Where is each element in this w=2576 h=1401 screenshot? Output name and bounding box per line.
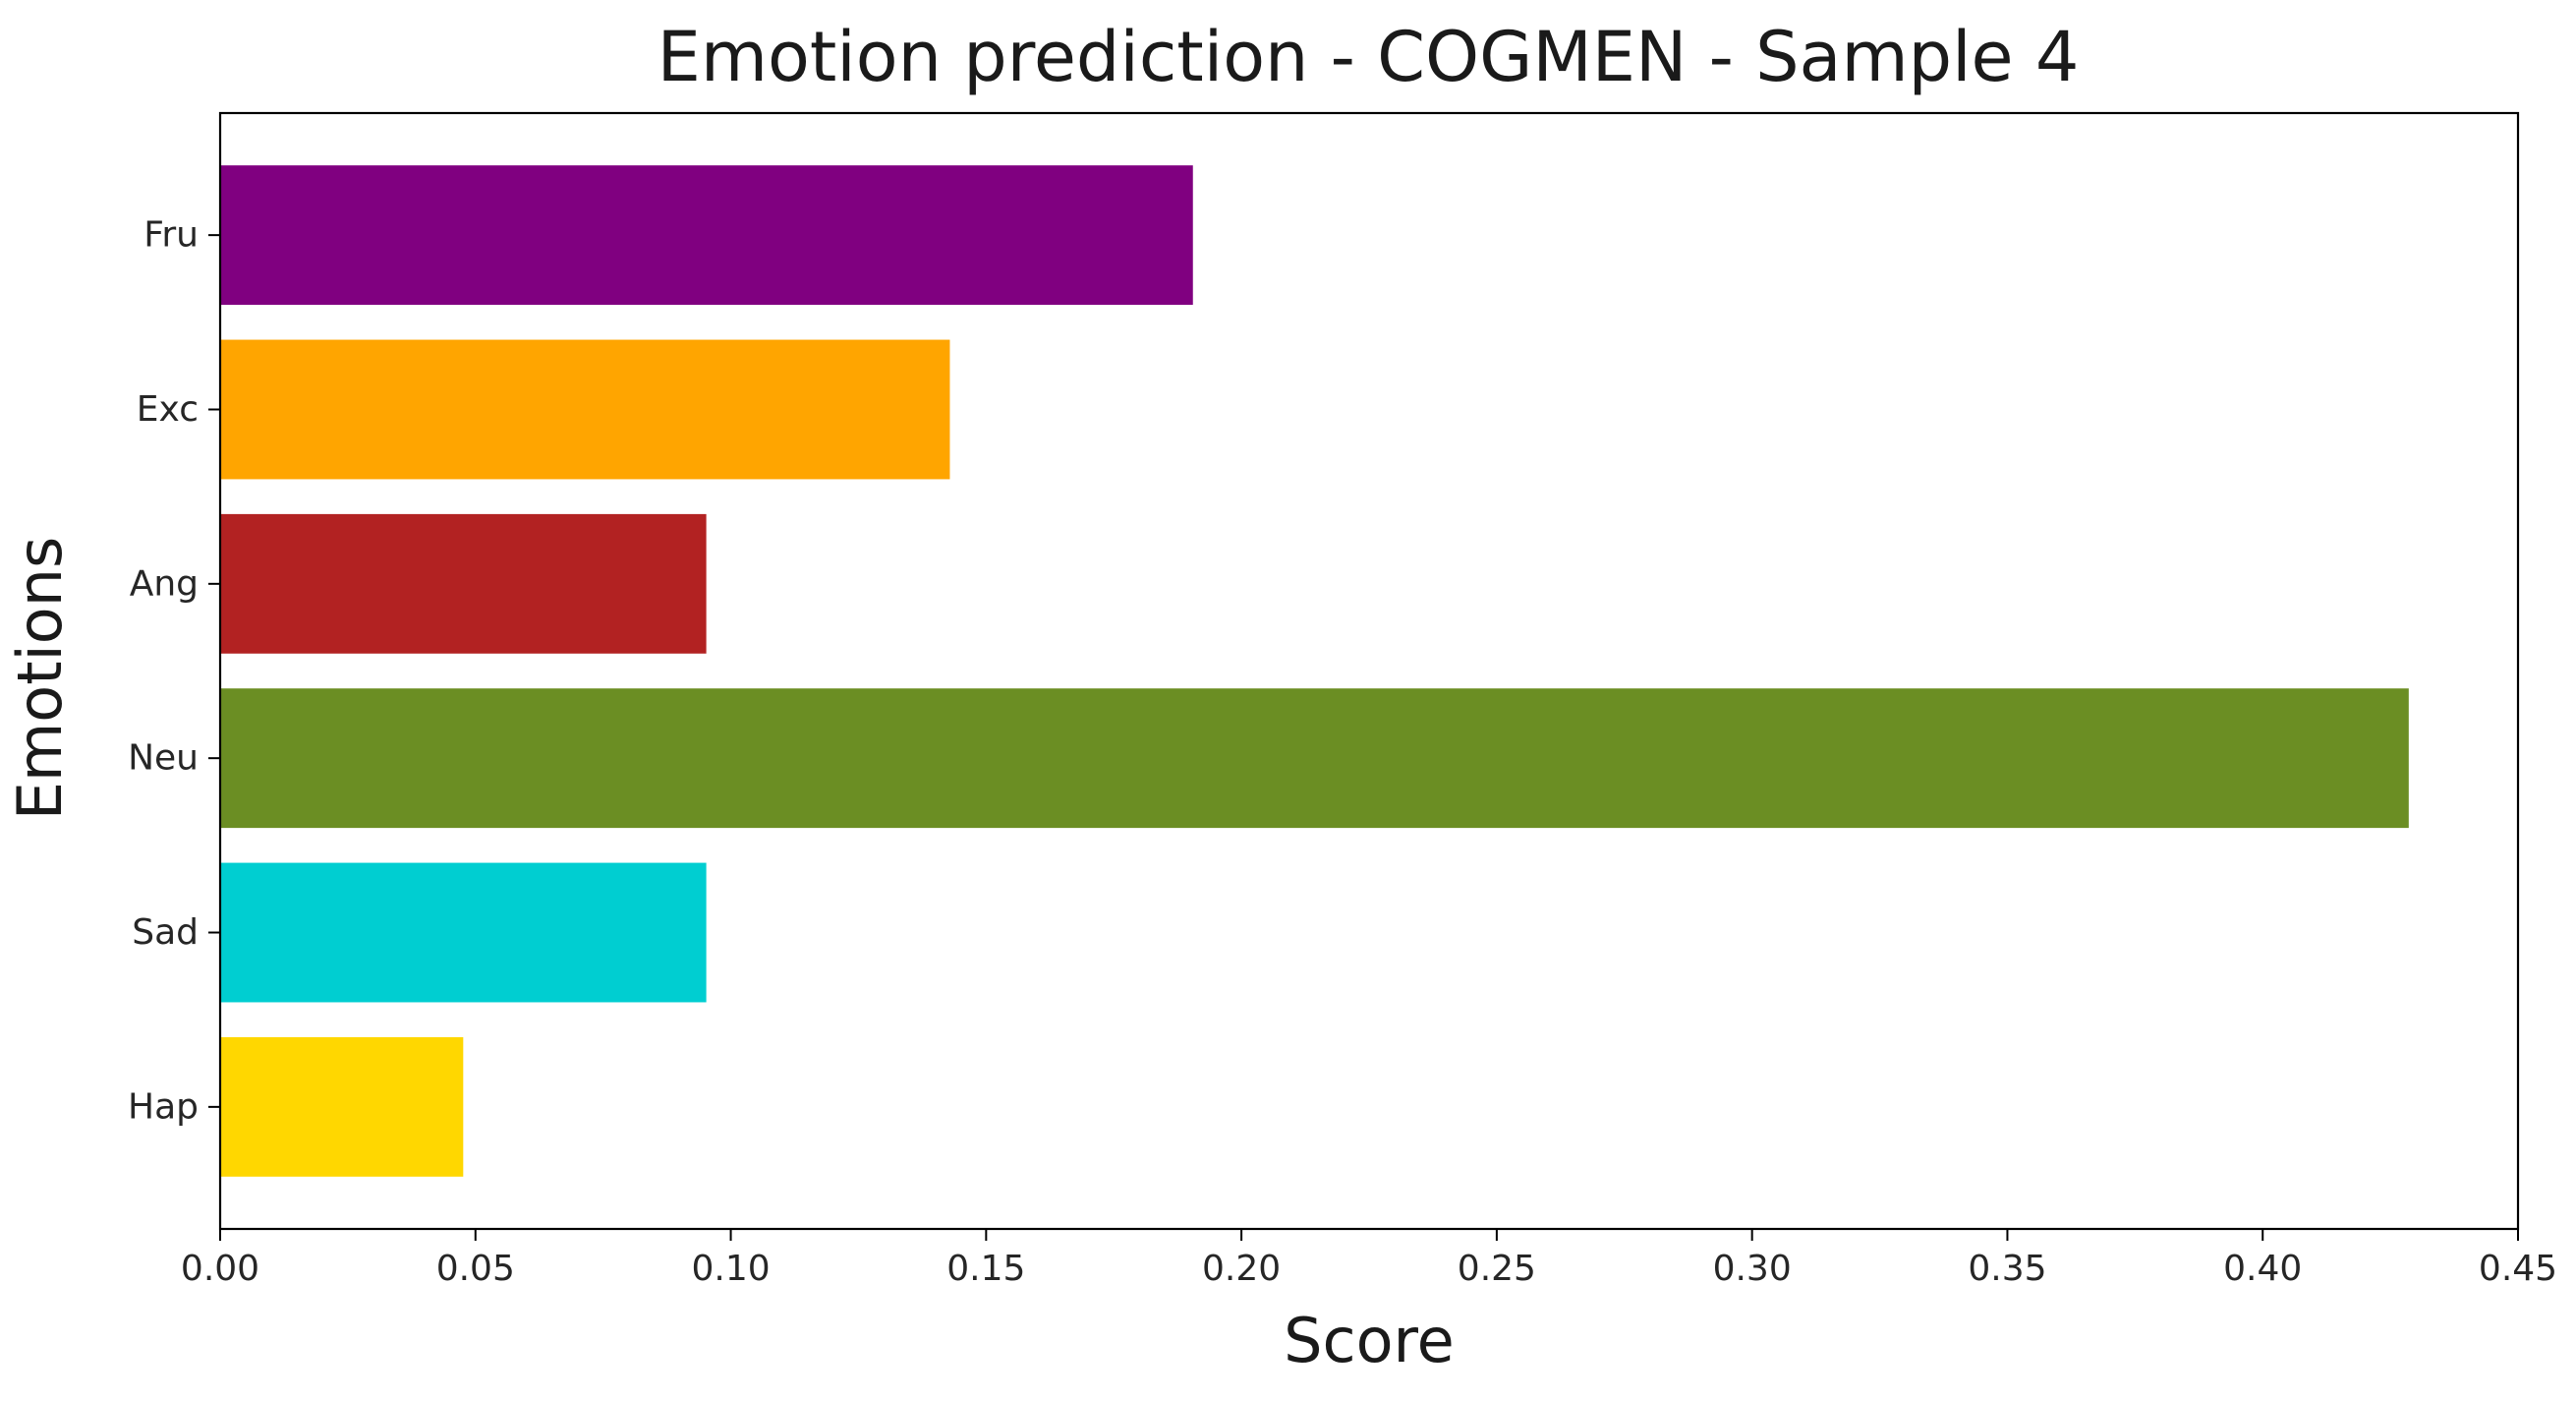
y-tick-label-fru: Fru xyxy=(143,215,199,256)
x-tick-label: 0.30 xyxy=(1713,1249,1792,1289)
x-tick-label: 0.05 xyxy=(436,1249,515,1289)
y-tick-label-exc: Exc xyxy=(137,389,199,430)
y-tick-label-hap: Hap xyxy=(128,1086,199,1127)
x-tick-label: 0.20 xyxy=(1202,1249,1281,1289)
bar-ang xyxy=(220,513,707,654)
x-tick-label: 0.45 xyxy=(2479,1249,2557,1289)
bar-exc xyxy=(220,339,950,480)
bar-hap xyxy=(220,1036,464,1177)
y-tick-label-sad: Sad xyxy=(132,912,199,953)
x-tick-label: 0.10 xyxy=(691,1249,770,1289)
x-axis-title: Score xyxy=(1284,1305,1455,1376)
x-tick-label: 0.00 xyxy=(181,1249,259,1289)
bar-fru xyxy=(220,165,1193,306)
plot-frame xyxy=(218,111,2520,1231)
bar-sad xyxy=(220,862,707,1003)
y-tick-label-ang: Ang xyxy=(130,563,199,604)
x-tick-label: 0.40 xyxy=(2223,1249,2302,1289)
x-tick-label: 0.35 xyxy=(1968,1249,2046,1289)
ticks-layer: Hap Sad Neu Ang Exc Fru 0.00 0.05 0.10 0.15 0.20 0.… xyxy=(128,215,2557,1289)
y-tick-label-neu: Neu xyxy=(128,738,199,779)
x-tick-label: 0.25 xyxy=(1458,1249,1536,1289)
x-tick-label: 0.15 xyxy=(946,1249,1025,1289)
bars-layer xyxy=(220,165,2409,1177)
bar-neu xyxy=(220,688,2409,829)
y-axis-title: Emotions xyxy=(4,537,76,821)
chart-title: Emotion prediction - COGMEN - Sample 4 xyxy=(658,17,2080,97)
